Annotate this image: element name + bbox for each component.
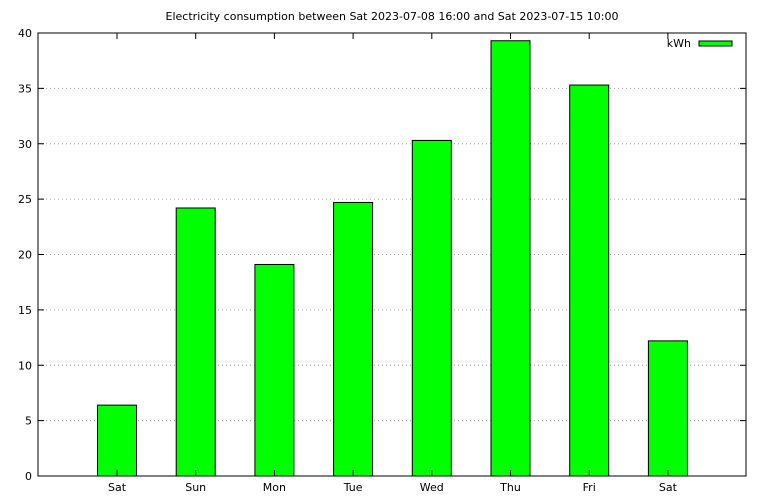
- y-tick-label: 15: [18, 304, 32, 317]
- bar-fri-6: [569, 84, 610, 477]
- bar-mon-2: [254, 263, 295, 477]
- bar-wed-4: [411, 139, 452, 477]
- y-axis-ticks: 0 5 10 15 20 25 30 35 40: [18, 27, 746, 483]
- y-tick-label: 0: [25, 470, 32, 483]
- plot-frame: [37, 32, 747, 477]
- x-tick-label: Fri: [583, 481, 596, 494]
- bar-sat-7: [647, 340, 688, 477]
- x-tick-label: Thu: [499, 481, 521, 494]
- y-tick-label: 25: [18, 193, 32, 206]
- x-tick-label: Sun: [185, 481, 206, 494]
- chart-title: Electricity consumption between Sat 2023…: [166, 10, 619, 23]
- legend-label: kWh: [667, 37, 691, 50]
- y-tick-label: 35: [18, 82, 32, 95]
- legend-swatch: [698, 40, 733, 47]
- y-tick-label: 40: [18, 27, 32, 40]
- bars: [97, 40, 688, 477]
- x-axis-ticks: Sat Sun Mon Tue Wed Thu Fri Sat: [108, 33, 678, 494]
- x-tick-label: Tue: [343, 481, 363, 494]
- grid-lines: [38, 87, 746, 422]
- x-tick-label: Sat: [108, 481, 127, 494]
- bar-sun-1: [175, 207, 216, 477]
- y-tick-label: 5: [25, 415, 32, 428]
- bar-tue-3: [333, 201, 374, 477]
- bar-sat-0: [97, 404, 137, 477]
- y-tick-label: 30: [18, 138, 32, 151]
- y-tick-label: 20: [18, 249, 32, 262]
- x-tick-label: Sat: [659, 481, 678, 494]
- legend: kWh: [667, 37, 733, 50]
- y-tick-label: 10: [18, 359, 32, 372]
- bar-thu-5: [490, 40, 531, 477]
- x-tick-label: Mon: [263, 481, 286, 494]
- x-tick-label: Wed: [420, 481, 444, 494]
